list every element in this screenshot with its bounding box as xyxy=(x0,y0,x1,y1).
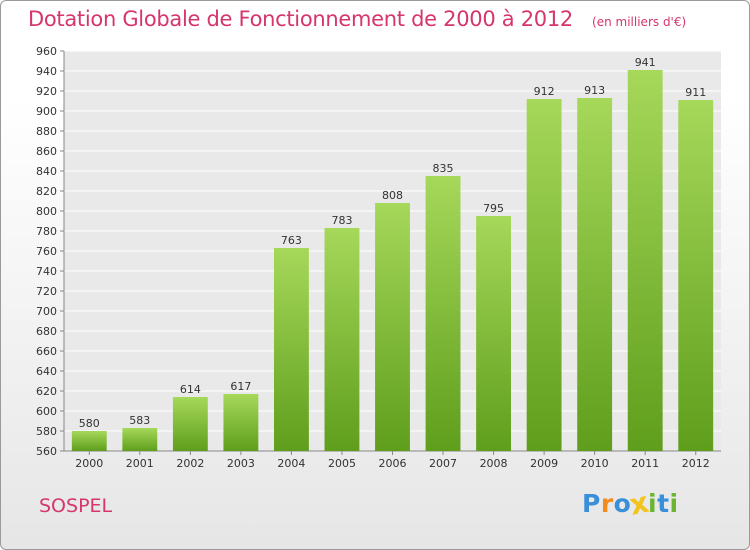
x-tick-label-2011: 2011 xyxy=(631,457,659,470)
x-tick-label-2007: 2007 xyxy=(429,457,457,470)
y-tick-label: 960 xyxy=(36,45,57,58)
value-label-2001: 583 xyxy=(129,414,150,427)
y-tick-label: 700 xyxy=(36,305,57,318)
y-tick-label: 900 xyxy=(36,105,57,118)
x-tick-label-2010: 2010 xyxy=(581,457,609,470)
bar-2008 xyxy=(476,216,512,451)
bar-2003 xyxy=(223,394,259,451)
y-tick-label: 860 xyxy=(36,145,57,158)
y-tick-label: 780 xyxy=(36,225,57,238)
bar-2000 xyxy=(71,431,107,451)
x-tick-label-2004: 2004 xyxy=(277,457,305,470)
value-label-2007: 835 xyxy=(433,162,454,175)
logo-letter: i xyxy=(669,489,679,518)
y-tick-label: 740 xyxy=(36,265,57,278)
bar-2004 xyxy=(273,248,309,451)
x-tick-label-2002: 2002 xyxy=(176,457,204,470)
x-tick-label-2003: 2003 xyxy=(227,457,255,470)
y-tick-label: 640 xyxy=(36,365,57,378)
logo-letter: o xyxy=(613,489,632,518)
y-tick-label: 680 xyxy=(36,325,57,338)
x-tick-label-2000: 2000 xyxy=(75,457,103,470)
value-label-2005: 783 xyxy=(331,214,352,227)
x-tick-label-2005: 2005 xyxy=(328,457,356,470)
bar-2006 xyxy=(375,203,410,451)
value-label-2006: 808 xyxy=(382,189,403,202)
proxiti-logo[interactable]: Proxiti xyxy=(582,485,679,522)
value-label-2012: 911 xyxy=(685,86,706,99)
x-tick-label-2012: 2012 xyxy=(682,457,710,470)
unit-note: (en milliers d'€) xyxy=(592,15,687,29)
y-tick-label: 720 xyxy=(36,285,57,298)
logo-letter: i xyxy=(648,489,658,518)
logo-letter: t xyxy=(657,489,670,518)
y-tick-label: 820 xyxy=(36,185,57,198)
value-label-2008: 795 xyxy=(483,202,504,215)
x-tick-label-2001: 2001 xyxy=(126,457,154,470)
bar-2007 xyxy=(425,176,461,451)
bar-2009 xyxy=(526,99,562,451)
y-tick-label: 580 xyxy=(36,425,57,438)
x-tick-label-2006: 2006 xyxy=(379,457,407,470)
bar-2010 xyxy=(577,98,613,451)
value-label-2009: 912 xyxy=(534,85,555,98)
logo-letter: r xyxy=(600,489,614,518)
chart-title: Dotation Globale de Fonctionnement de 20… xyxy=(28,7,573,31)
bar-2005 xyxy=(324,228,360,451)
title-row: Dotation Globale de Fonctionnement de 20… xyxy=(28,7,686,31)
bar-2002 xyxy=(172,397,208,451)
y-tick-label: 600 xyxy=(36,405,57,418)
y-tick-label: 840 xyxy=(36,165,57,178)
bar-2011 xyxy=(627,70,663,451)
x-tick-label-2008: 2008 xyxy=(480,457,508,470)
value-label-2010: 913 xyxy=(584,84,605,97)
x-tick-label-2009: 2009 xyxy=(530,457,558,470)
y-tick-label: 620 xyxy=(36,385,57,398)
y-tick-label: 800 xyxy=(36,205,57,218)
y-tick-label: 880 xyxy=(36,125,57,138)
y-tick-label: 920 xyxy=(36,85,57,98)
value-label-2004: 763 xyxy=(281,234,302,247)
bar-2001 xyxy=(122,428,158,451)
y-tick-label: 660 xyxy=(36,345,57,358)
y-tick-label: 760 xyxy=(36,245,57,258)
commune-name: SOSPEL xyxy=(39,495,113,517)
y-tick-label: 560 xyxy=(36,445,57,458)
value-label-2003: 617 xyxy=(230,380,251,393)
value-label-2002: 614 xyxy=(180,383,201,396)
bar-2012 xyxy=(678,100,714,451)
logo-letter: P xyxy=(582,489,601,518)
y-tick-label: 940 xyxy=(36,65,57,78)
value-label-2000: 580 xyxy=(79,417,100,430)
value-label-2011: 941 xyxy=(635,56,656,69)
